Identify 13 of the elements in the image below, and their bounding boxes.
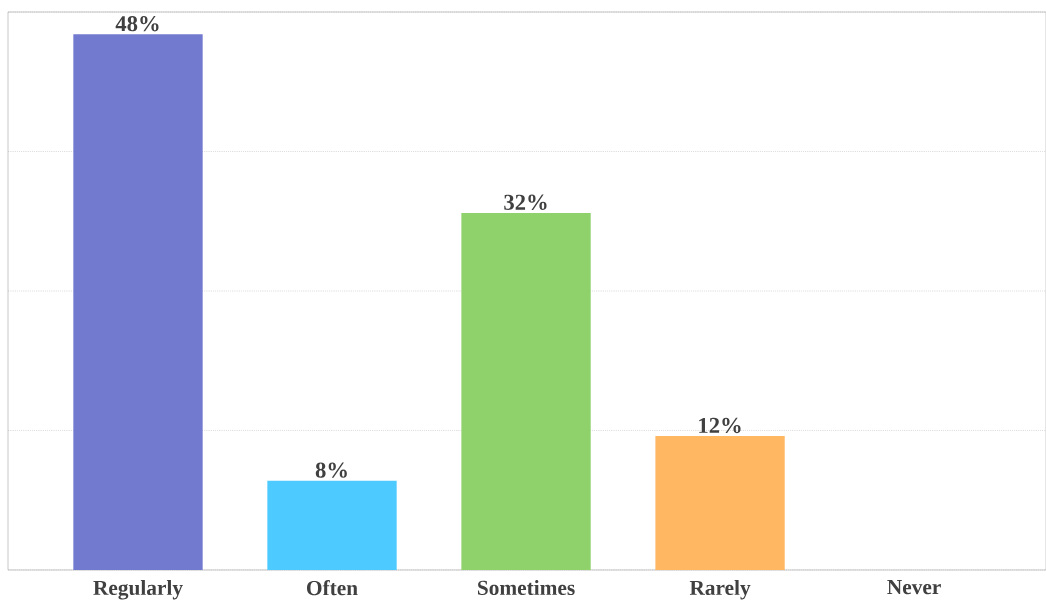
x-tick-label: Often [306,580,358,596]
bar [655,436,785,570]
data-label: 8% [315,462,347,478]
data-label: 12% [699,417,741,434]
x-tick-label: Sometimes [477,580,575,596]
bar [461,212,591,570]
bar [267,480,397,570]
x-tick-label: Regularly [93,580,183,600]
data-label: 32% [504,194,547,210]
data-label: 48% [115,16,159,32]
x-tick-label: Never [887,580,941,595]
x-tick-label: Rarely [689,580,751,600]
bar [73,34,203,570]
